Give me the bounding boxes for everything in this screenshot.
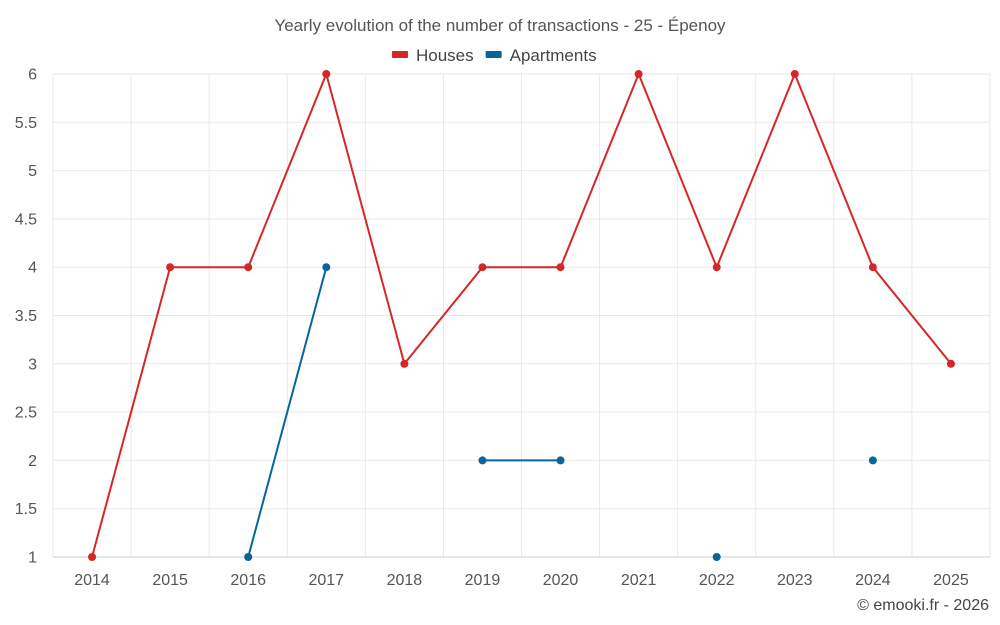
y-tick-label: 5.5 <box>15 115 37 132</box>
x-tick-label: 2018 <box>387 572 423 589</box>
legend-swatch <box>485 51 502 58</box>
x-tick-label: 2017 <box>308 572 344 589</box>
y-tick-label: 2.5 <box>15 405 37 422</box>
legend[interactable]: Houses Apartments <box>392 46 597 65</box>
y-tick-label: 1 <box>28 550 37 567</box>
apartments-point-2020[interactable] <box>556 456 565 465</box>
y-tick-label: 4.5 <box>15 211 37 228</box>
series <box>88 70 955 561</box>
y-tick-label: 5 <box>28 163 37 180</box>
y-tick-label: 3.5 <box>15 308 37 325</box>
x-tick-label: 2019 <box>465 572 501 589</box>
x-tick-label: 2024 <box>855 572 891 589</box>
apartments-point-2016[interactable] <box>244 553 253 561</box>
apartments-point-2019[interactable] <box>478 456 487 465</box>
x-tick-label: 2015 <box>152 572 188 589</box>
axes: 1 1.5 2 2.5 3 3.5 4 4.5 5 5.5 6 2014 2015 2016 2017 201… <box>15 67 990 589</box>
y-tick-label: 1.5 <box>15 501 37 518</box>
y-tick-label: 6 <box>28 67 37 84</box>
y-tick-label: 3 <box>28 356 37 373</box>
houses-point-2015[interactable] <box>166 263 175 272</box>
houses-point-2022[interactable] <box>712 263 721 272</box>
houses-point-2017[interactable] <box>322 70 331 78</box>
y-tick-label: 4 <box>28 260 37 277</box>
y-tick-label: 2 <box>28 453 37 470</box>
legend-label: Houses <box>416 46 474 65</box>
houses-point-2018[interactable] <box>400 359 409 368</box>
legend-item-apartments[interactable]: Apartments <box>485 46 597 65</box>
series-apartments <box>244 263 877 561</box>
legend-swatch <box>392 51 408 58</box>
houses-point-2014[interactable] <box>88 553 97 561</box>
x-tick-label: 2023 <box>777 572 813 589</box>
x-tick-label: 2016 <box>230 572 266 589</box>
houses-point-2020[interactable] <box>556 263 565 272</box>
houses-point-2019[interactable] <box>478 263 487 272</box>
houses-point-2021[interactable] <box>634 70 643 78</box>
houses-point-2025[interactable] <box>946 359 955 368</box>
credit-text: © emooki.fr - 2026 <box>857 597 989 614</box>
x-tick-label: 2014 <box>74 572 110 589</box>
chart-title: Yearly evolution of the number of transa… <box>274 16 726 35</box>
grid <box>52 73 991 558</box>
legend-item-houses[interactable]: Houses <box>392 46 474 65</box>
x-tick-label: 2020 <box>543 572 579 589</box>
houses-point-2016[interactable] <box>244 263 253 272</box>
houses-line-segment <box>91 73 952 558</box>
x-tick-label: 2021 <box>621 572 657 589</box>
apartments-point-2022[interactable] <box>712 553 721 561</box>
x-tick-label: 2025 <box>933 572 969 589</box>
apartments-line-segment <box>247 266 328 558</box>
legend-label: Apartments <box>510 46 597 65</box>
series-houses <box>88 70 955 561</box>
apartments-point-2017[interactable] <box>322 263 331 272</box>
apartments-point-2024[interactable] <box>868 456 877 465</box>
x-tick-label: 2022 <box>699 572 735 589</box>
houses-point-2023[interactable] <box>790 70 799 78</box>
houses-point-2024[interactable] <box>868 263 877 272</box>
